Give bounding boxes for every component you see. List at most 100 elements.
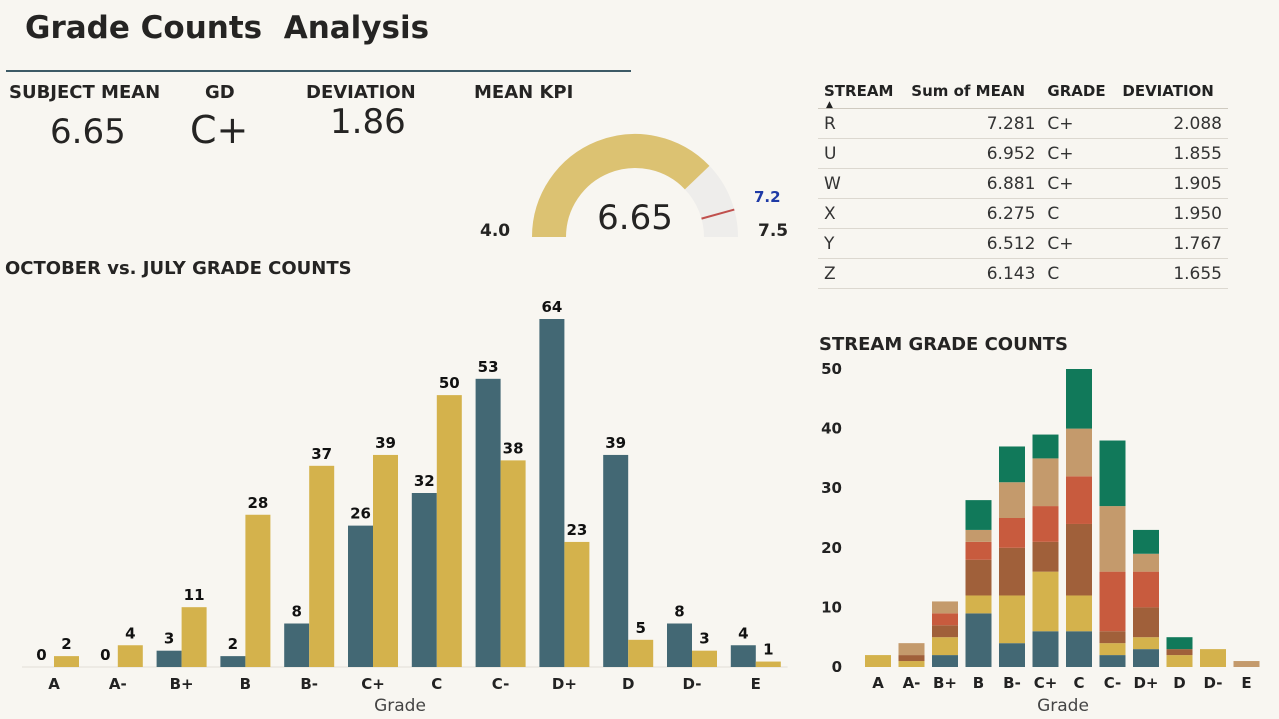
stack-segment-3[interactable] — [932, 625, 958, 638]
stack-segment-2[interactable] — [1099, 643, 1126, 656]
bar-series-2[interactable] — [628, 639, 654, 667]
data-label: 39 — [605, 434, 626, 452]
stack-segment-4[interactable] — [965, 541, 992, 560]
stack-segment-1[interactable] — [965, 613, 992, 667]
stack-segment-2[interactable] — [1032, 571, 1059, 632]
bar-series-1[interactable] — [284, 623, 310, 668]
bar-series-2[interactable] — [500, 460, 526, 667]
title-divider — [6, 70, 631, 72]
bar-series-1[interactable] — [667, 623, 692, 668]
bar-series-2[interactable] — [692, 650, 717, 667]
stack-segment-3[interactable] — [1133, 607, 1159, 638]
stack-segment-2[interactable] — [999, 595, 1025, 644]
bar-series-2[interactable] — [54, 656, 79, 667]
stack-segment-1[interactable] — [932, 655, 958, 667]
x-tick-label: B — [240, 675, 251, 693]
bar-series-1[interactable] — [603, 454, 629, 667]
stack-segment-3[interactable] — [1166, 649, 1193, 656]
stack-segment-6[interactable] — [1133, 529, 1159, 554]
stack-segment-4[interactable] — [1066, 476, 1092, 524]
bar-series-2[interactable] — [755, 661, 781, 667]
stack-segment-5[interactable] — [999, 482, 1025, 518]
stack-segment-6[interactable] — [999, 446, 1025, 483]
stack-segment-5[interactable] — [898, 643, 925, 656]
stack-segment-2[interactable] — [865, 655, 891, 667]
stack-segment-6[interactable] — [1166, 637, 1193, 650]
cell-grade: C+ — [1041, 168, 1117, 199]
stack-segment-4[interactable] — [999, 518, 1025, 548]
stack-segment-3[interactable] — [898, 655, 925, 662]
grade-label: GD — [205, 82, 235, 103]
grade-value: C+ — [190, 108, 249, 152]
column-header-deviation[interactable]: DEVIATION — [1116, 78, 1228, 109]
stack-segment-5[interactable] — [932, 601, 958, 614]
stack-segment-2[interactable] — [898, 661, 925, 667]
stack-segment-2[interactable] — [932, 637, 958, 656]
bar-series-2[interactable] — [373, 454, 398, 667]
stack-segment-2[interactable] — [965, 595, 992, 614]
bar-series-1[interactable] — [730, 645, 756, 667]
stack-segment-2[interactable] — [1133, 637, 1159, 650]
bar-series-1[interactable] — [220, 656, 246, 667]
table-row: W 6.881 C+ 1.905 — [818, 168, 1228, 199]
stack-segment-5[interactable] — [1133, 553, 1159, 572]
stack-segment-1[interactable] — [1032, 631, 1059, 667]
bar-series-1[interactable] — [475, 378, 501, 667]
bar-series-2[interactable] — [309, 465, 335, 667]
bar-series-2[interactable] — [181, 607, 207, 667]
stack-segment-5[interactable] — [965, 529, 992, 542]
stack-segment-4[interactable] — [1133, 571, 1159, 608]
stream-summary-table: STREAM ▲ Sum of MEAN GRADE DEVIATION R 7.2… — [818, 78, 1228, 289]
cell-grade: C+ — [1041, 138, 1117, 169]
stack-segment-4[interactable] — [1099, 571, 1126, 632]
bar-series-1[interactable] — [156, 650, 182, 667]
stack-segment-6[interactable] — [965, 500, 992, 530]
stack-segment-3[interactable] — [999, 547, 1025, 596]
bar-series-1[interactable] — [411, 493, 437, 667]
cell-grade: C — [1041, 258, 1117, 289]
bar-series-2[interactable] — [436, 395, 462, 667]
stack-segment-2[interactable] — [1166, 655, 1193, 667]
bar-series-2[interactable] — [564, 541, 590, 667]
cell-mean: 6.512 — [905, 228, 1042, 259]
data-label: 3 — [699, 630, 709, 648]
stack-segment-5[interactable] — [1233, 661, 1260, 667]
x-axis-title: Grade — [374, 696, 426, 716]
stack-segment-1[interactable] — [1066, 631, 1092, 667]
stack-segment-2[interactable] — [1066, 595, 1092, 632]
stack-segment-1[interactable] — [999, 643, 1025, 667]
stack-segment-6[interactable] — [1032, 434, 1059, 459]
x-tick-label: B+ — [170, 675, 194, 693]
cell-stream: W — [818, 168, 906, 199]
stack-segment-3[interactable] — [1066, 523, 1092, 596]
table-row: U 6.952 C+ 1.855 — [818, 138, 1228, 169]
data-label: 0 — [100, 646, 110, 664]
stack-segment-6[interactable] — [1099, 440, 1126, 507]
x-tick-label: D+ — [1133, 674, 1158, 692]
stack-segment-1[interactable] — [1099, 655, 1126, 667]
stack-segment-4[interactable] — [932, 613, 958, 626]
bar-series-1[interactable] — [539, 319, 565, 667]
stack-segment-3[interactable] — [965, 559, 992, 596]
column-header-mean[interactable]: Sum of MEAN — [905, 78, 1042, 109]
stack-segment-5[interactable] — [1066, 428, 1092, 477]
bar-series-2[interactable] — [245, 514, 271, 667]
stack-segment-5[interactable] — [1099, 506, 1126, 572]
stack-segment-3[interactable] — [1032, 541, 1059, 572]
cell-stream: U — [818, 138, 906, 169]
bar-series-2[interactable] — [117, 645, 143, 667]
stack-segment-4[interactable] — [1032, 506, 1059, 542]
stack-segment-5[interactable] — [1032, 458, 1059, 507]
stack-segment-1[interactable] — [1133, 649, 1159, 667]
stack-segment-6[interactable] — [1066, 369, 1092, 429]
bar-series-1[interactable] — [348, 525, 373, 667]
column-header-grade[interactable]: GRADE — [1041, 78, 1117, 109]
column-header-stream[interactable]: STREAM ▲ — [818, 78, 906, 110]
data-label: 0 — [36, 646, 46, 664]
y-tick-label: 30 — [821, 479, 842, 497]
stack-segment-3[interactable] — [1099, 631, 1126, 644]
data-label: 38 — [503, 439, 524, 457]
x-axis-title: Grade — [1037, 696, 1089, 716]
stack-segment-2[interactable] — [1200, 649, 1226, 667]
deviation-value: 1.86 — [330, 102, 406, 142]
